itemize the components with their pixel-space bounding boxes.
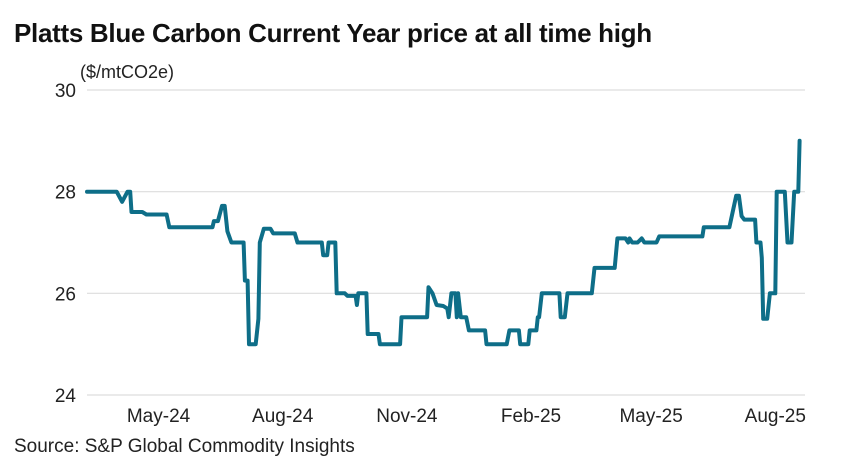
x-tick-label: Feb-25 [501, 406, 561, 427]
chart-title: Platts Blue Carbon Current Year price at… [14, 18, 652, 48]
y-axis-unit-label: ($/mtCO2e) [80, 62, 175, 82]
x-tick-label: Aug-24 [252, 406, 314, 427]
x-tick-label: May-24 [127, 406, 191, 427]
source-note: Source: S&P Global Commodity Insights [14, 436, 355, 457]
y-tick-label: 26 [55, 284, 76, 305]
y-tick-label: 28 [55, 183, 76, 204]
price-series-line [85, 138, 802, 347]
x-tick-label: Aug-25 [745, 406, 806, 427]
x-tick-label: May-25 [619, 406, 682, 427]
y-tick-label: 24 [55, 386, 77, 407]
y-tick-label: 30 [55, 81, 76, 102]
x-tick-label: Nov-24 [376, 406, 438, 427]
